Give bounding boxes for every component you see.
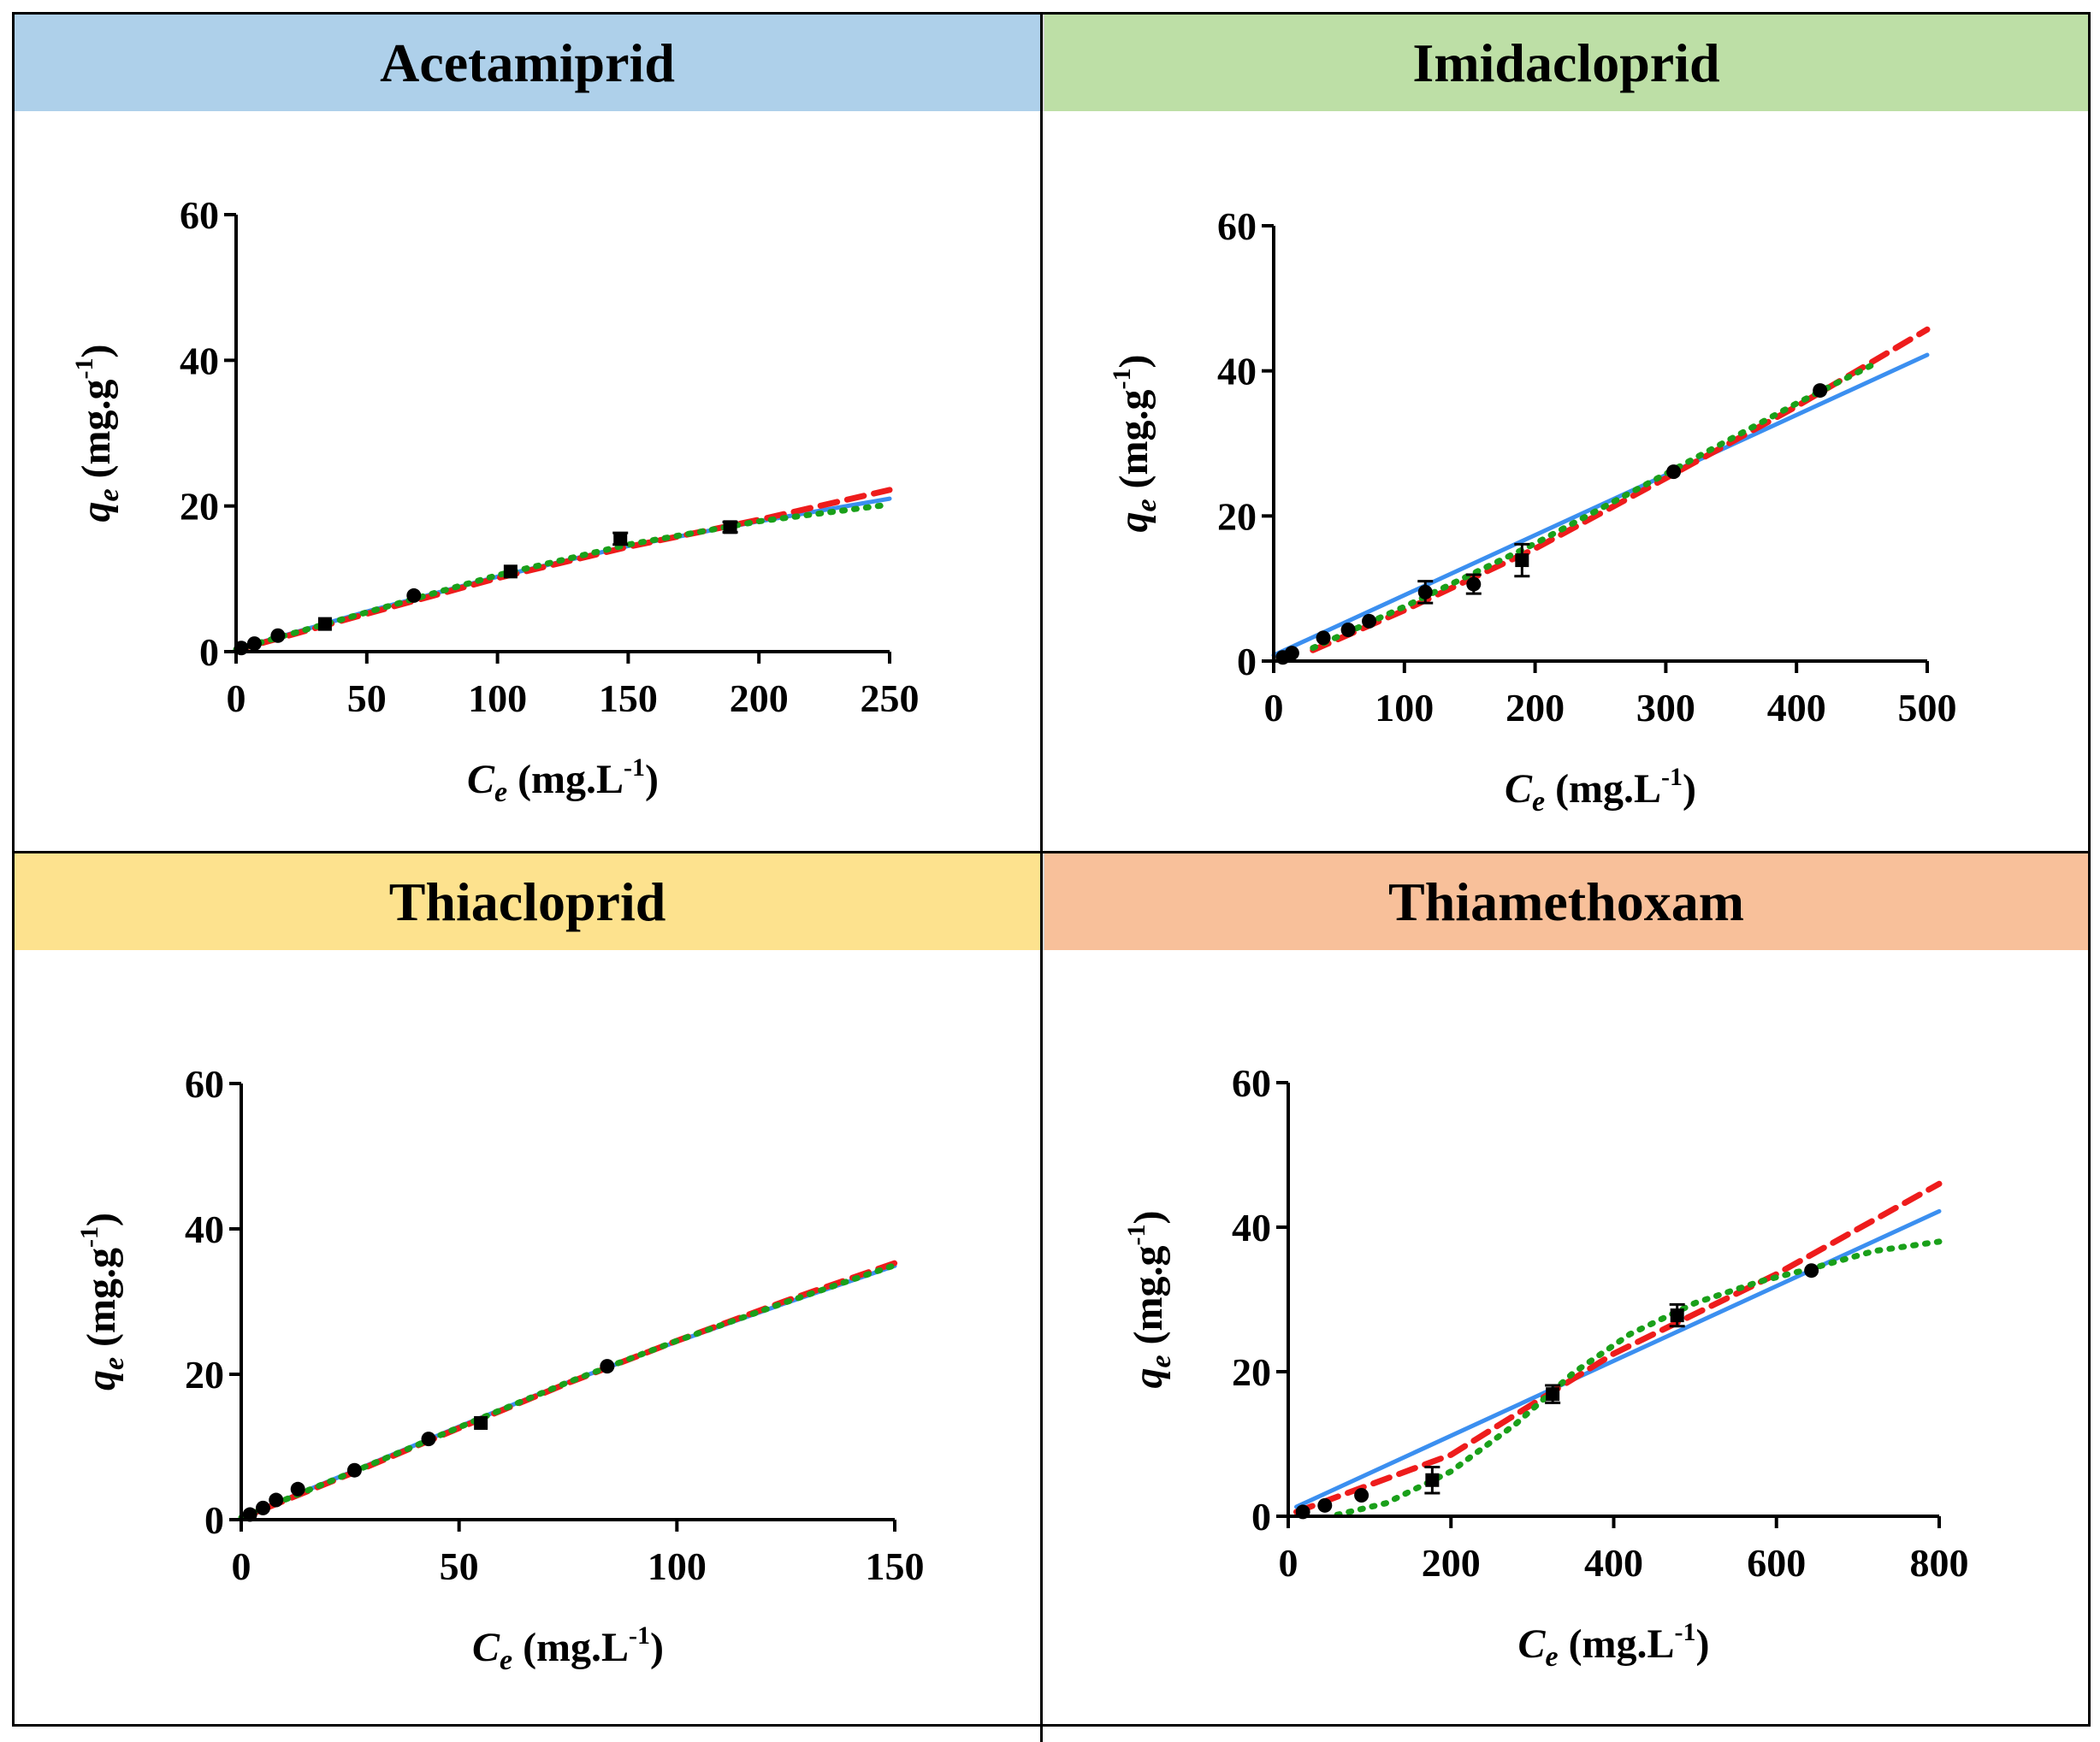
data-point	[1284, 646, 1299, 661]
series-line-dotted	[238, 1262, 898, 1521]
y-axis-label: qe (mg.g-1)	[1122, 1210, 1177, 1388]
y-axis-label: qe (mg.g-1)	[70, 344, 125, 522]
y-tick-label: 0	[1237, 640, 1257, 683]
data-point	[1466, 576, 1482, 592]
data-point	[1804, 1263, 1819, 1278]
x-tick-label: 600	[1747, 1541, 1806, 1585]
panel-title-imidacloprid: Imidacloprid	[1043, 15, 2088, 111]
series-line-dotted	[233, 501, 893, 653]
data-point	[1546, 1387, 1560, 1402]
y-tick-label: 60	[180, 193, 219, 237]
vertical-divider	[1040, 12, 1043, 1742]
horizontal-divider	[12, 851, 2091, 853]
y-tick-label: 60	[185, 1062, 224, 1106]
x-tick-label: 100	[648, 1544, 707, 1588]
x-tick-label: 400	[1767, 686, 1826, 729]
data-point	[503, 564, 518, 579]
y-tick-label: 40	[180, 339, 219, 382]
y-tick-label: 0	[204, 1498, 224, 1542]
data-point	[1670, 1308, 1684, 1323]
data-point	[1354, 1487, 1369, 1503]
x-tick-label: 100	[1375, 686, 1434, 729]
y-axis-label: qe (mg.g-1)	[75, 1213, 130, 1391]
data-point	[1515, 553, 1529, 568]
y-tick-label: 20	[1232, 1350, 1271, 1394]
data-point	[1666, 464, 1682, 480]
x-tick-label: 200	[1422, 1541, 1481, 1585]
x-tick-label: 0	[232, 1544, 251, 1588]
x-axis-label: Ce (mg.L-1)	[467, 753, 659, 808]
x-tick-label: 100	[468, 676, 527, 720]
y-tick-label: 40	[185, 1208, 224, 1251]
data-point	[1340, 623, 1356, 638]
y-tick-label: 20	[185, 1353, 224, 1397]
y-tick-label: 0	[1251, 1495, 1271, 1538]
data-point	[270, 628, 286, 643]
x-tick-label: 50	[347, 676, 387, 720]
x-tick-label: 800	[1910, 1541, 1969, 1585]
x-axis-label: Ce (mg.L-1)	[472, 1621, 664, 1676]
x-tick-label: 0	[1279, 1541, 1298, 1585]
x-tick-label: 200	[1505, 686, 1565, 729]
data-point	[474, 1415, 488, 1430]
x-tick-label: 150	[599, 676, 658, 720]
y-tick-label: 40	[1217, 350, 1257, 393]
data-point	[269, 1492, 284, 1508]
series-line-dashed	[1310, 326, 1931, 653]
series-line-solid	[1294, 1208, 1942, 1509]
figure-frame	[12, 12, 2091, 1727]
y-axis-label: qe (mg.g-1)	[1108, 354, 1162, 532]
data-point	[255, 1500, 270, 1515]
panel-title-thiacloprid: Thiacloprid	[15, 853, 1040, 950]
x-tick-label: 50	[440, 1544, 479, 1588]
series-line-solid	[234, 496, 892, 652]
x-tick-label: 250	[861, 676, 920, 720]
data-point	[1417, 584, 1433, 599]
data-point	[1425, 1473, 1440, 1487]
data-point	[246, 636, 262, 652]
chart-1: 0 20 40 60 0 100 200 300 400 500 Ce (mg.L-1) qe (mg…	[1108, 204, 1957, 818]
series-line-solid	[239, 1263, 897, 1520]
data-point	[600, 1359, 615, 1374]
x-tick-label: 0	[227, 676, 246, 720]
y-tick-label: 20	[180, 485, 219, 529]
series-line-solid	[1271, 352, 1930, 658]
y-tick-label: 60	[1217, 204, 1257, 248]
data-point	[406, 588, 422, 603]
chart-0: 0 20 40 60 0 50 100 150 200 250 Ce (mg.L-1) qe (mg.…	[70, 193, 920, 808]
data-point	[1362, 613, 1377, 629]
data-point	[290, 1481, 305, 1497]
data-point	[613, 531, 628, 546]
y-tick-label: 0	[199, 630, 219, 674]
data-point	[723, 520, 737, 534]
panel-title-thiamethoxam: Thiamethoxam	[1043, 853, 2088, 950]
series-line-dashed	[1293, 1180, 1943, 1515]
data-point	[1316, 630, 1331, 646]
x-tick-label: 200	[730, 676, 789, 720]
series-line-dotted	[1310, 360, 1878, 652]
x-tick-label: 500	[1898, 686, 1957, 729]
x-tick-label: 150	[866, 1544, 925, 1588]
y-tick-label: 60	[1232, 1061, 1271, 1105]
y-tick-label: 40	[1232, 1206, 1271, 1249]
data-point	[421, 1432, 436, 1447]
data-point	[346, 1462, 362, 1478]
x-tick-label: 300	[1636, 686, 1695, 729]
data-point	[1813, 383, 1828, 399]
y-tick-label: 20	[1217, 494, 1257, 538]
panel-title-acetamiprid: Acetamiprid	[15, 15, 1040, 111]
chart-2: 0 20 40 60 0 50 100 150 Ce (mg.L-1) qe (mg.g-1)	[75, 1062, 925, 1676]
x-axis-label: Ce (mg.L-1)	[1505, 763, 1696, 818]
data-point	[1317, 1497, 1333, 1513]
x-tick-label: 0	[1264, 686, 1284, 729]
data-point	[317, 617, 332, 631]
x-axis-label: Ce (mg.L-1)	[1517, 1618, 1709, 1673]
x-tick-label: 400	[1584, 1541, 1643, 1585]
